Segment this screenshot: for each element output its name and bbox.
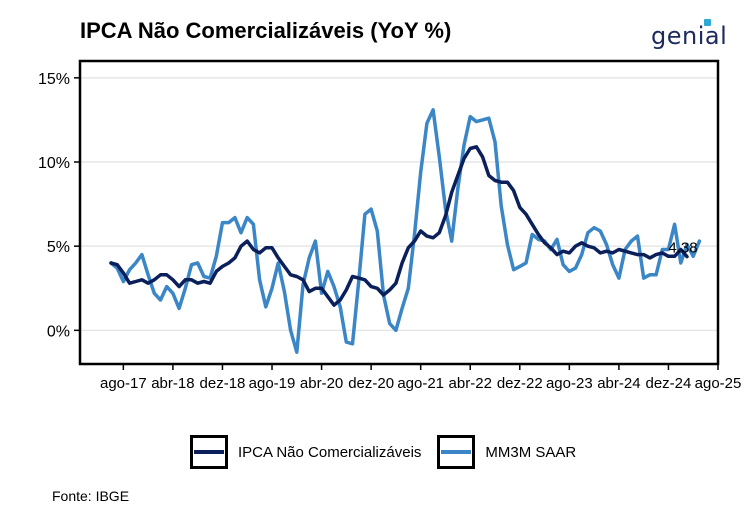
y-tick-label: 15%	[38, 71, 70, 88]
chart-legend: IPCA Não Comercializáveis MM3M SAAR	[190, 430, 576, 474]
series-line-mm3m	[109, 108, 702, 354]
genial-logo: genial	[651, 22, 728, 50]
y-tick-label: 10%	[38, 155, 70, 172]
grid-lines	[80, 77, 718, 332]
x-tick-label: abr-22	[449, 375, 492, 392]
x-tick-label: ago-25	[695, 375, 742, 392]
source-note: Fonte: IBGE	[52, 488, 130, 504]
legend-label-mm3m: MM3M SAAR	[485, 443, 577, 461]
y-tick-label: 0%	[47, 323, 70, 340]
x-tick-label: ago-19	[249, 375, 296, 392]
logo-dot-icon	[704, 19, 711, 26]
x-tick-label: dez-18	[200, 375, 246, 392]
x-tick-label: dez-20	[348, 375, 394, 392]
chart-title: IPCA Não Comercializáveis (YoY %)	[80, 18, 452, 43]
x-tick-label: ago-21	[397, 375, 444, 392]
legend-item-ipca: IPCA Não Comercializáveis	[190, 435, 421, 469]
x-tick-label: abr-24	[597, 375, 640, 392]
axis-labels: 0% 5% 10% 15% ago-17 abr-18 dez-18 ago-19 abr-20…	[38, 71, 741, 392]
x-tick-label: ago-17	[100, 375, 147, 392]
x-tick-label: ago-23	[546, 375, 593, 392]
x-tick-label: abr-18	[151, 375, 194, 392]
legend-label-ipca: IPCA Não Comercializáveis	[238, 443, 422, 461]
legend-key-mm3m	[437, 435, 476, 469]
x-tick-label: dez-24	[646, 375, 692, 392]
plot-frame	[78, 59, 720, 366]
last-value-label: 4.38	[668, 240, 697, 257]
series-line-ipca	[109, 145, 689, 307]
series-lines	[109, 108, 702, 354]
line-chart: 0% 5% 10% 15% ago-17 abr-18 dez-18 ago-19 abr-20…	[38, 59, 741, 392]
legend-item-mm3m: MM3M SAAR	[437, 435, 576, 469]
legend-key-ipca	[190, 435, 228, 469]
x-tick-label: abr-20	[300, 375, 343, 392]
x-tick-label: dez-22	[497, 375, 543, 392]
y-tick-label: 5%	[47, 239, 70, 256]
